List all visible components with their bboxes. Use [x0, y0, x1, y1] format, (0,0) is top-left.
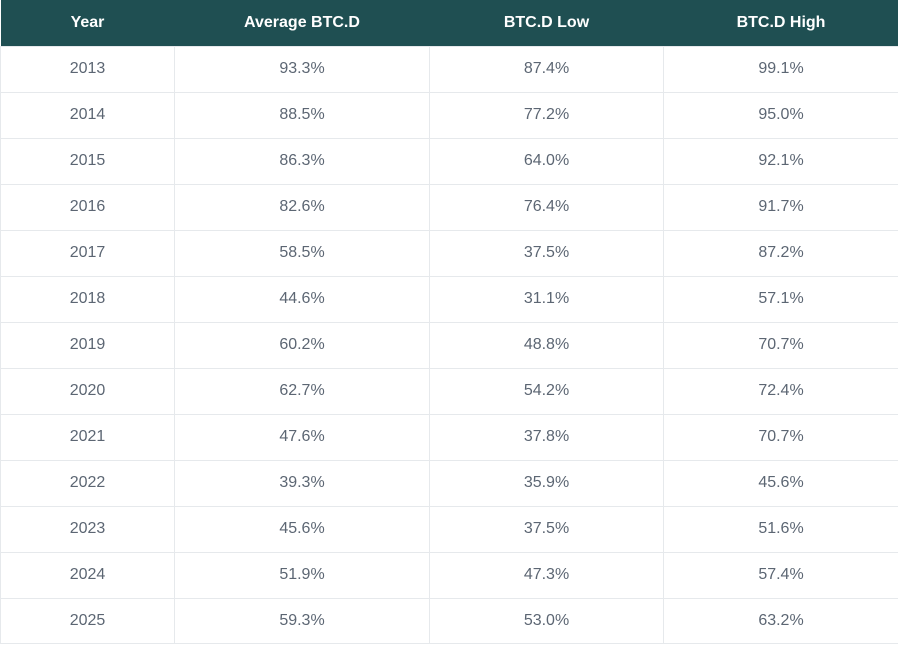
cell-year: 2017 — [0, 229, 175, 277]
cell-average-btc-d: 62.7% — [174, 367, 430, 415]
cell-year: 2015 — [0, 137, 175, 185]
table-header: Year Average BTC.D BTC.D Low BTC.D High — [0, 0, 898, 46]
cell-btc-d-low: 64.0% — [429, 137, 664, 185]
cell-btc-d-low: 48.8% — [429, 321, 664, 369]
cell-btc-d-high: 99.1% — [663, 45, 898, 93]
cell-year: 2018 — [0, 275, 175, 323]
cell-btc-d-high: 95.0% — [663, 91, 898, 139]
table-row: 2017 58.5% 37.5% 87.2% — [0, 229, 898, 277]
cell-btc-d-low: 53.0% — [429, 597, 664, 644]
cell-btc-d-low: 76.4% — [429, 183, 664, 231]
cell-btc-d-low: 37.5% — [429, 505, 664, 553]
cell-btc-d-low: 54.2% — [429, 367, 664, 415]
cell-btc-d-high: 57.1% — [663, 275, 898, 323]
table-row: 2021 47.6% 37.8% 70.7% — [0, 413, 898, 461]
cell-year: 2013 — [0, 45, 175, 93]
cell-year: 2019 — [0, 321, 175, 369]
cell-btc-d-low: 77.2% — [429, 91, 664, 139]
cell-btc-d-high: 57.4% — [663, 551, 898, 599]
table-row: 2015 86.3% 64.0% 92.1% — [0, 137, 898, 185]
cell-year: 2016 — [0, 183, 175, 231]
header-year: Year — [70, 13, 105, 31]
cell-btc-d-high: 70.7% — [663, 413, 898, 461]
cell-btc-d-high: 92.1% — [663, 137, 898, 185]
cell-average-btc-d: 45.6% — [174, 505, 430, 553]
cell-average-btc-d: 93.3% — [174, 45, 430, 93]
header-row: Year Average BTC.D BTC.D Low BTC.D High — [0, 0, 898, 46]
cell-btc-d-low: 37.8% — [429, 413, 664, 461]
cell-year: 2014 — [0, 91, 175, 139]
cell-average-btc-d: 86.3% — [174, 137, 430, 185]
cell-btc-d-high: 45.6% — [663, 459, 898, 507]
header-average-btc-d: Average BTC.D — [244, 13, 360, 31]
table-body: 2013 93.3% 87.4% 99.1% 2014 88.5% 77.2% 95.0% 20… — [0, 45, 898, 644]
cell-btc-d-high: 51.6% — [663, 505, 898, 553]
table-row: 2020 62.7% 54.2% 72.4% — [0, 367, 898, 415]
cell-btc-d-high: 63.2% — [663, 597, 898, 644]
table-row: 2016 82.6% 76.4% 91.7% — [0, 183, 898, 231]
cell-btc-d-low: 47.3% — [429, 551, 664, 599]
cell-year: 2022 — [0, 459, 175, 507]
table-row: 2013 93.3% 87.4% 99.1% — [0, 45, 898, 93]
table-row: 2018 44.6% 31.1% 57.1% — [0, 275, 898, 323]
header-btc-d-high: BTC.D High — [736, 13, 826, 31]
table-row: 2024 51.9% 47.3% 57.4% — [0, 551, 898, 599]
cell-btc-d-high: 70.7% — [663, 321, 898, 369]
cell-average-btc-d: 59.3% — [174, 597, 430, 644]
cell-btc-d-low: 35.9% — [429, 459, 664, 507]
cell-average-btc-d: 44.6% — [174, 275, 430, 323]
table-row: 2019 60.2% 48.8% 70.7% — [0, 321, 898, 369]
cell-year: 2025 — [0, 597, 175, 644]
cell-btc-d-high: 91.7% — [663, 183, 898, 231]
cell-year: 2021 — [0, 413, 175, 461]
cell-average-btc-d: 60.2% — [174, 321, 430, 369]
cell-average-btc-d: 58.5% — [174, 229, 430, 277]
cell-btc-d-high: 87.2% — [663, 229, 898, 277]
header-btc-d-low: BTC.D Low — [503, 13, 590, 31]
cell-average-btc-d: 51.9% — [174, 551, 430, 599]
cell-average-btc-d: 39.3% — [174, 459, 430, 507]
cell-year: 2024 — [0, 551, 175, 599]
cell-btc-d-high: 72.4% — [663, 367, 898, 415]
cell-year: 2023 — [0, 505, 175, 553]
cell-average-btc-d: 82.6% — [174, 183, 430, 231]
table-row: 2014 88.5% 77.2% 95.0% — [0, 91, 898, 139]
cell-btc-d-low: 37.5% — [429, 229, 664, 277]
cell-btc-d-low: 87.4% — [429, 45, 664, 93]
cell-average-btc-d: 47.6% — [174, 413, 430, 461]
table-row: 2025 59.3% 53.0% 63.2% — [0, 597, 898, 644]
table-row: 2023 45.6% 37.5% 51.6% — [0, 505, 898, 553]
cell-btc-d-low: 31.1% — [429, 275, 664, 323]
table-row: 2022 39.3% 35.9% 45.6% — [0, 459, 898, 507]
cell-year: 2020 — [0, 367, 175, 415]
cell-average-btc-d: 88.5% — [174, 91, 430, 139]
